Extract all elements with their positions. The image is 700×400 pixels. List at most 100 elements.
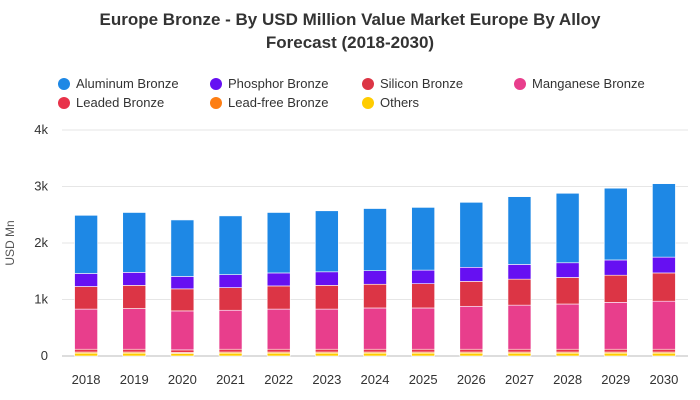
y-axis-title: USD Mn [3, 220, 17, 265]
bar-segment-others-2023 [315, 352, 339, 357]
y-tick-label-3000: 3k [34, 179, 48, 194]
x-tick-label-2022: 2022 [264, 372, 293, 387]
bar-segment-aluminum-bronze-2025 [411, 207, 435, 271]
bar-segment-leaded-bronze-2027 [507, 348, 532, 353]
bar-segment-manganese-bronze-2027 [507, 304, 532, 350]
bar-segment-leaded-bronze-2019 [122, 348, 147, 353]
x-tick-label-2019: 2019 [120, 372, 149, 387]
legend-label-silicon-bronze: Silicon Bronze [380, 76, 464, 91]
bar-segment-aluminum-bronze-2030 [652, 183, 676, 258]
bar-segment-others-2029 [603, 352, 628, 357]
x-tick-label-2029: 2029 [601, 372, 630, 387]
x-tick-label-2021: 2021 [216, 372, 245, 387]
bar-segment-silicon-bronze-2028 [555, 277, 580, 305]
bar-segment-aluminum-bronze-2022 [266, 212, 291, 274]
bar-segment-phosphor-bronze-2027 [507, 264, 532, 280]
bar-segment-manganese-bronze-2023 [315, 308, 339, 350]
bar-segment-leaded-bronze-2018 [74, 348, 98, 353]
bar-segment-others-2025 [411, 352, 435, 357]
y-tick-label-2000: 2k [34, 235, 48, 250]
bar-segment-aluminum-bronze-2019 [122, 212, 147, 273]
bar-segment-aluminum-bronze-2023 [315, 210, 339, 273]
bar-segment-others-2021 [218, 352, 243, 357]
bar-segment-others-2030 [652, 352, 676, 357]
chart-title-line-1: Europe Bronze - By USD Million Value Mar… [99, 10, 601, 29]
bar-segment-silicon-bronze-2025 [411, 283, 435, 309]
y-tick-label-1000: 1k [34, 292, 48, 307]
bar-segment-aluminum-bronze-2029 [603, 187, 628, 261]
bar-segment-leaded-bronze-2024 [363, 348, 387, 353]
bar-segment-silicon-bronze-2026 [459, 281, 484, 307]
legend-item-aluminum-bronze[interactable]: Aluminum Bronze [58, 76, 179, 91]
bar-segment-aluminum-bronze-2024 [363, 208, 387, 271]
bar-segment-aluminum-bronze-2020 [170, 219, 195, 277]
bar-segment-silicon-bronze-2029 [603, 274, 628, 303]
bar-segment-silicon-bronze-2023 [315, 285, 339, 310]
bar-segment-silicon-bronze-2030 [652, 272, 676, 302]
bar-segment-manganese-bronze-2021 [218, 309, 243, 350]
x-tick-label-2027: 2027 [505, 372, 534, 387]
bar-segment-leaded-bronze-2030 [652, 348, 676, 353]
bar-segment-manganese-bronze-2022 [266, 308, 291, 350]
bar-segment-manganese-bronze-2029 [603, 302, 628, 350]
bar-segment-silicon-bronze-2019 [122, 285, 147, 309]
bar-segment-aluminum-bronze-2027 [507, 196, 532, 265]
labels-layer: 0 1k 2k 3k 4k USD Mn 2018 2019 2020 2021 2022 2023 2… [3, 122, 678, 387]
bar-segment-leaded-bronze-2026 [459, 348, 484, 353]
y-tick-label-4000: 4k [34, 122, 48, 137]
bar-segment-others-2018 [74, 352, 98, 357]
bar-segment-phosphor-bronze-2029 [603, 259, 628, 276]
legend-label-leaded-bronze: Leaded Bronze [76, 95, 165, 110]
bar-segment-phosphor-bronze-2026 [459, 266, 484, 282]
legend-item-silicon-bronze[interactable]: Silicon Bronze [362, 76, 463, 91]
bar-segment-leaded-bronze-2028 [555, 348, 580, 353]
bar-segment-manganese-bronze-2018 [74, 308, 98, 350]
legend-item-others[interactable]: Others [362, 95, 419, 110]
x-tick-label-2024: 2024 [361, 372, 390, 387]
bar-segment-phosphor-bronze-2025 [411, 269, 435, 284]
legend-swatch-aluminum-bronze [58, 77, 70, 90]
bar-segment-silicon-bronze-2018 [74, 286, 98, 310]
bar-segment-aluminum-bronze-2021 [218, 215, 243, 275]
x-tick-label-2025: 2025 [409, 372, 438, 387]
bar-segment-phosphor-bronze-2023 [315, 271, 339, 286]
bar-segment-others-2024 [363, 352, 387, 357]
chart-title: Europe Bronze - By USD Million Value Mar… [0, 8, 700, 54]
bar-segment-aluminum-bronze-2028 [555, 192, 580, 264]
bar-segment-leaded-bronze-2025 [411, 348, 435, 353]
legend-item-leaded-bronze[interactable]: Leaded Bronze [58, 95, 164, 110]
x-tick-label-2028: 2028 [553, 372, 582, 387]
bar-segment-phosphor-bronze-2024 [363, 270, 387, 285]
bar-segment-manganese-bronze-2019 [122, 308, 147, 350]
legend-swatch-leaded-bronze [58, 96, 70, 109]
bar-segment-manganese-bronze-2024 [363, 307, 387, 350]
bar-segment-others-2027 [507, 352, 532, 357]
legend-swatch-phosphor-bronze [210, 77, 222, 90]
legend-label-others: Others [380, 95, 420, 110]
legend-swatch-lead-free-bronze [210, 96, 222, 109]
bar-segment-phosphor-bronze-2021 [218, 274, 243, 288]
bar-segment-phosphor-bronze-2019 [122, 272, 147, 286]
bar-segment-phosphor-bronze-2020 [170, 276, 195, 290]
x-tick-label-2026: 2026 [457, 372, 486, 387]
legend-item-phosphor-bronze[interactable]: Phosphor Bronze [210, 76, 328, 91]
bar-segment-silicon-bronze-2022 [266, 285, 291, 310]
bar-segment-others-2026 [459, 352, 484, 357]
x-tick-label-2023: 2023 [312, 372, 341, 387]
bar-segment-silicon-bronze-2020 [170, 288, 195, 312]
legend-label-lead-free-bronze: Lead-free Bronze [228, 95, 329, 110]
x-tick-label-2020: 2020 [168, 372, 197, 387]
legend-item-lead-free-bronze[interactable]: Lead-free Bronze [210, 95, 328, 110]
bar-segment-leaded-bronze-2021 [218, 348, 243, 353]
y-tick-label-0: 0 [41, 348, 48, 363]
bar-segment-silicon-bronze-2021 [218, 287, 243, 311]
x-tick-label-2030: 2030 [649, 372, 678, 387]
legend-label-aluminum-bronze: Aluminum Bronze [76, 76, 179, 91]
legend-item-manganese-bronze[interactable]: Manganese Bronze [514, 76, 645, 91]
bar-segment-leaded-bronze-2022 [266, 348, 291, 353]
bars-layer [74, 183, 676, 357]
legend-label-phosphor-bronze: Phosphor Bronze [228, 76, 329, 91]
bar-segment-aluminum-bronze-2018 [74, 215, 98, 274]
bar-segment-phosphor-bronze-2018 [74, 273, 98, 287]
